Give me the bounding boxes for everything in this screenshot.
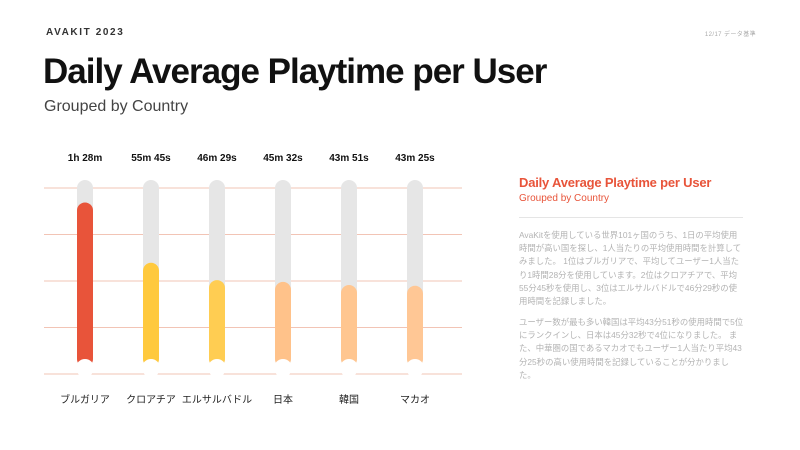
bar [209, 280, 225, 367]
bar-base-cap [208, 359, 226, 377]
category-label: クロアチア [126, 394, 176, 406]
side-paragraph-1: AvaKitを使用している世界101ヶ国のうち、1日の平均使用時間が高い国を探し… [519, 230, 742, 307]
bar-base-cap [76, 359, 94, 377]
bar [341, 285, 357, 367]
side-subtitle: Grouped by Country [519, 193, 610, 204]
bar [143, 262, 159, 367]
bars [77, 202, 423, 367]
bar-base-cap [142, 359, 160, 377]
value-label: 55m 45s [131, 153, 171, 164]
brand-label: AVAKIT 2023 [46, 27, 125, 38]
page-meta: 12/17 データ基準 [704, 32, 756, 38]
category-label: マカオ [400, 394, 430, 406]
bar-base-cap [340, 359, 358, 377]
value-label: 1h 28m [68, 153, 103, 164]
bar-tracks [77, 180, 423, 367]
bar [275, 281, 291, 367]
category-label: 日本 [273, 393, 293, 406]
page-subtitle: Grouped by Country [44, 98, 189, 115]
value-label: 46m 29s [197, 153, 237, 164]
side-title: Daily Average Playtime per User [519, 175, 712, 190]
bar [407, 285, 423, 367]
chart-gridlines [44, 187, 462, 375]
category-label: エルサルバドル [182, 394, 252, 406]
category-labels: ブルガリア クロアチア エルサルバドル 日本 韓国 マカオ [60, 393, 430, 406]
category-label: ブルガリア [60, 393, 110, 406]
bar-caps [76, 359, 424, 377]
side-divider [519, 217, 743, 218]
bar-chart: 1h 28m 55m 45s 46m 29s 45m 32s 43m 51s 43m 25… [44, 153, 462, 406]
bar [77, 202, 93, 367]
value-label: 43m 25s [395, 153, 435, 164]
value-label: 45m 32s [263, 153, 303, 164]
side-paragraph-2: ユーザー数が最も多い韓国は平均43分51秒の使用時間で5位にランクインし、日本は… [519, 317, 744, 380]
page-title: Daily Average Playtime per User [43, 52, 547, 91]
bar-base-cap [406, 359, 424, 377]
value-labels: 1h 28m 55m 45s 46m 29s 45m 32s 43m 51s 43m 25… [68, 153, 435, 164]
value-label: 43m 51s [329, 153, 369, 164]
category-label: 韓国 [339, 394, 359, 406]
bar-base-cap [274, 359, 292, 377]
